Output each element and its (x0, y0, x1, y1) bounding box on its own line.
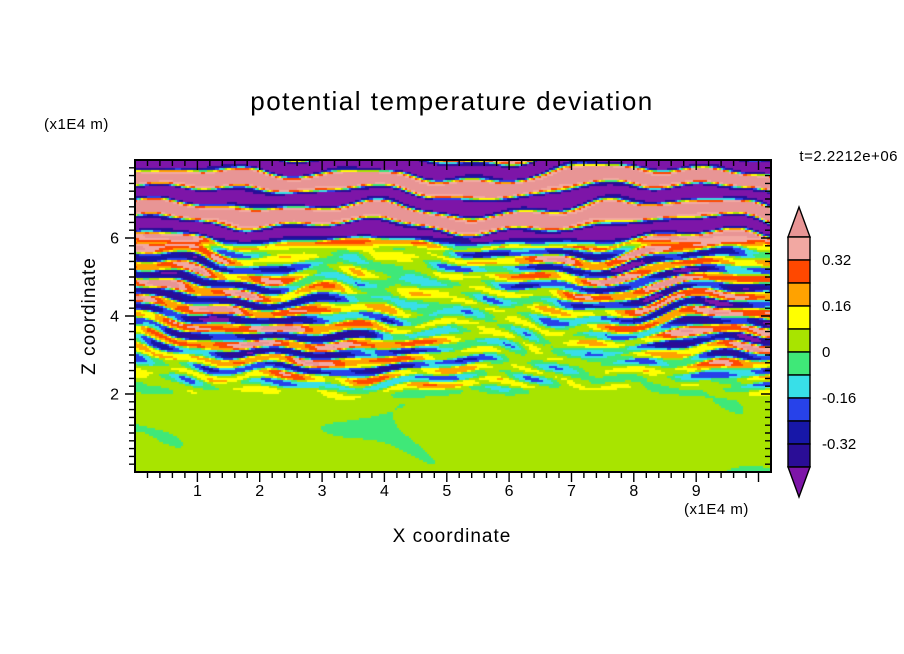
plot-title: potential temperature deviation (250, 86, 654, 116)
x-tick-label: 4 (380, 483, 389, 500)
colorbar-box (787, 351, 811, 376)
x-tick-label: 1 (193, 483, 202, 500)
z-axis-unit: (x1E4 m) (44, 116, 109, 133)
x-tick-label: 6 (505, 483, 514, 500)
z-tick-label: 6 (110, 231, 119, 248)
x-axis-label: X coordinate (392, 526, 512, 547)
colorbar-box (787, 236, 811, 261)
x-tick-label: 9 (692, 483, 701, 500)
colorbar-box (787, 443, 811, 468)
x-tick-label: 8 (629, 483, 638, 500)
time-annotation: t=2.2212e+06 (799, 148, 898, 165)
colorbar-box (787, 259, 811, 284)
colorbar-tick-label: 0 (822, 344, 830, 361)
x-tick-label: 7 (567, 483, 576, 500)
colorbar-tick-label: 0.32 (822, 252, 851, 269)
x-axis-unit: (x1E4 m) (684, 501, 749, 518)
colorbar-box (787, 328, 811, 353)
x-tick-label: 3 (318, 483, 327, 500)
colorbar-box (787, 420, 811, 445)
colorbar-lower-arrow (786, 466, 812, 500)
contour-field-canvas (135, 160, 771, 472)
colorbar-tick-label: 0.16 (822, 298, 851, 315)
colorbar-box (787, 397, 811, 422)
colorbar-box (787, 305, 811, 330)
x-tick-label: 2 (255, 483, 264, 500)
colorbar-upper-arrow (786, 204, 812, 238)
colorbar-box (787, 374, 811, 399)
colorbar-box (787, 282, 811, 307)
z-axis-label-text: Z coordinate (79, 257, 100, 375)
colorbar-tick-label: -0.32 (822, 436, 856, 453)
x-tick-label: 5 (442, 483, 451, 500)
colorbar-tick-label: -0.16 (822, 390, 856, 407)
z-tick-label: 4 (110, 309, 119, 326)
z-tick-label: 2 (110, 387, 119, 404)
